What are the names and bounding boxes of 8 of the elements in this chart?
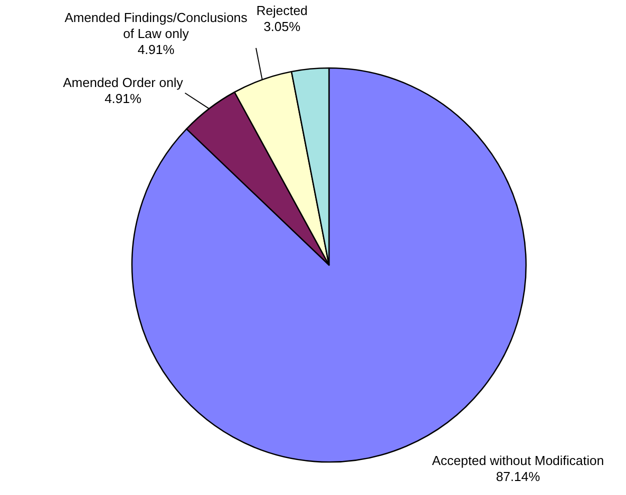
data-label: 87.14%	[496, 469, 540, 484]
data-label: 4.91%	[138, 42, 175, 57]
slice-label: Amended Order only	[63, 75, 184, 90]
data-label: 3.05%	[264, 19, 301, 34]
slice-label: Accepted without Modification	[432, 453, 604, 468]
slice-label: Rejected	[256, 3, 308, 18]
data-label: 4.91%	[104, 91, 142, 106]
slice-label: Amended Findings/Conclusions of Law only	[64, 10, 248, 41]
